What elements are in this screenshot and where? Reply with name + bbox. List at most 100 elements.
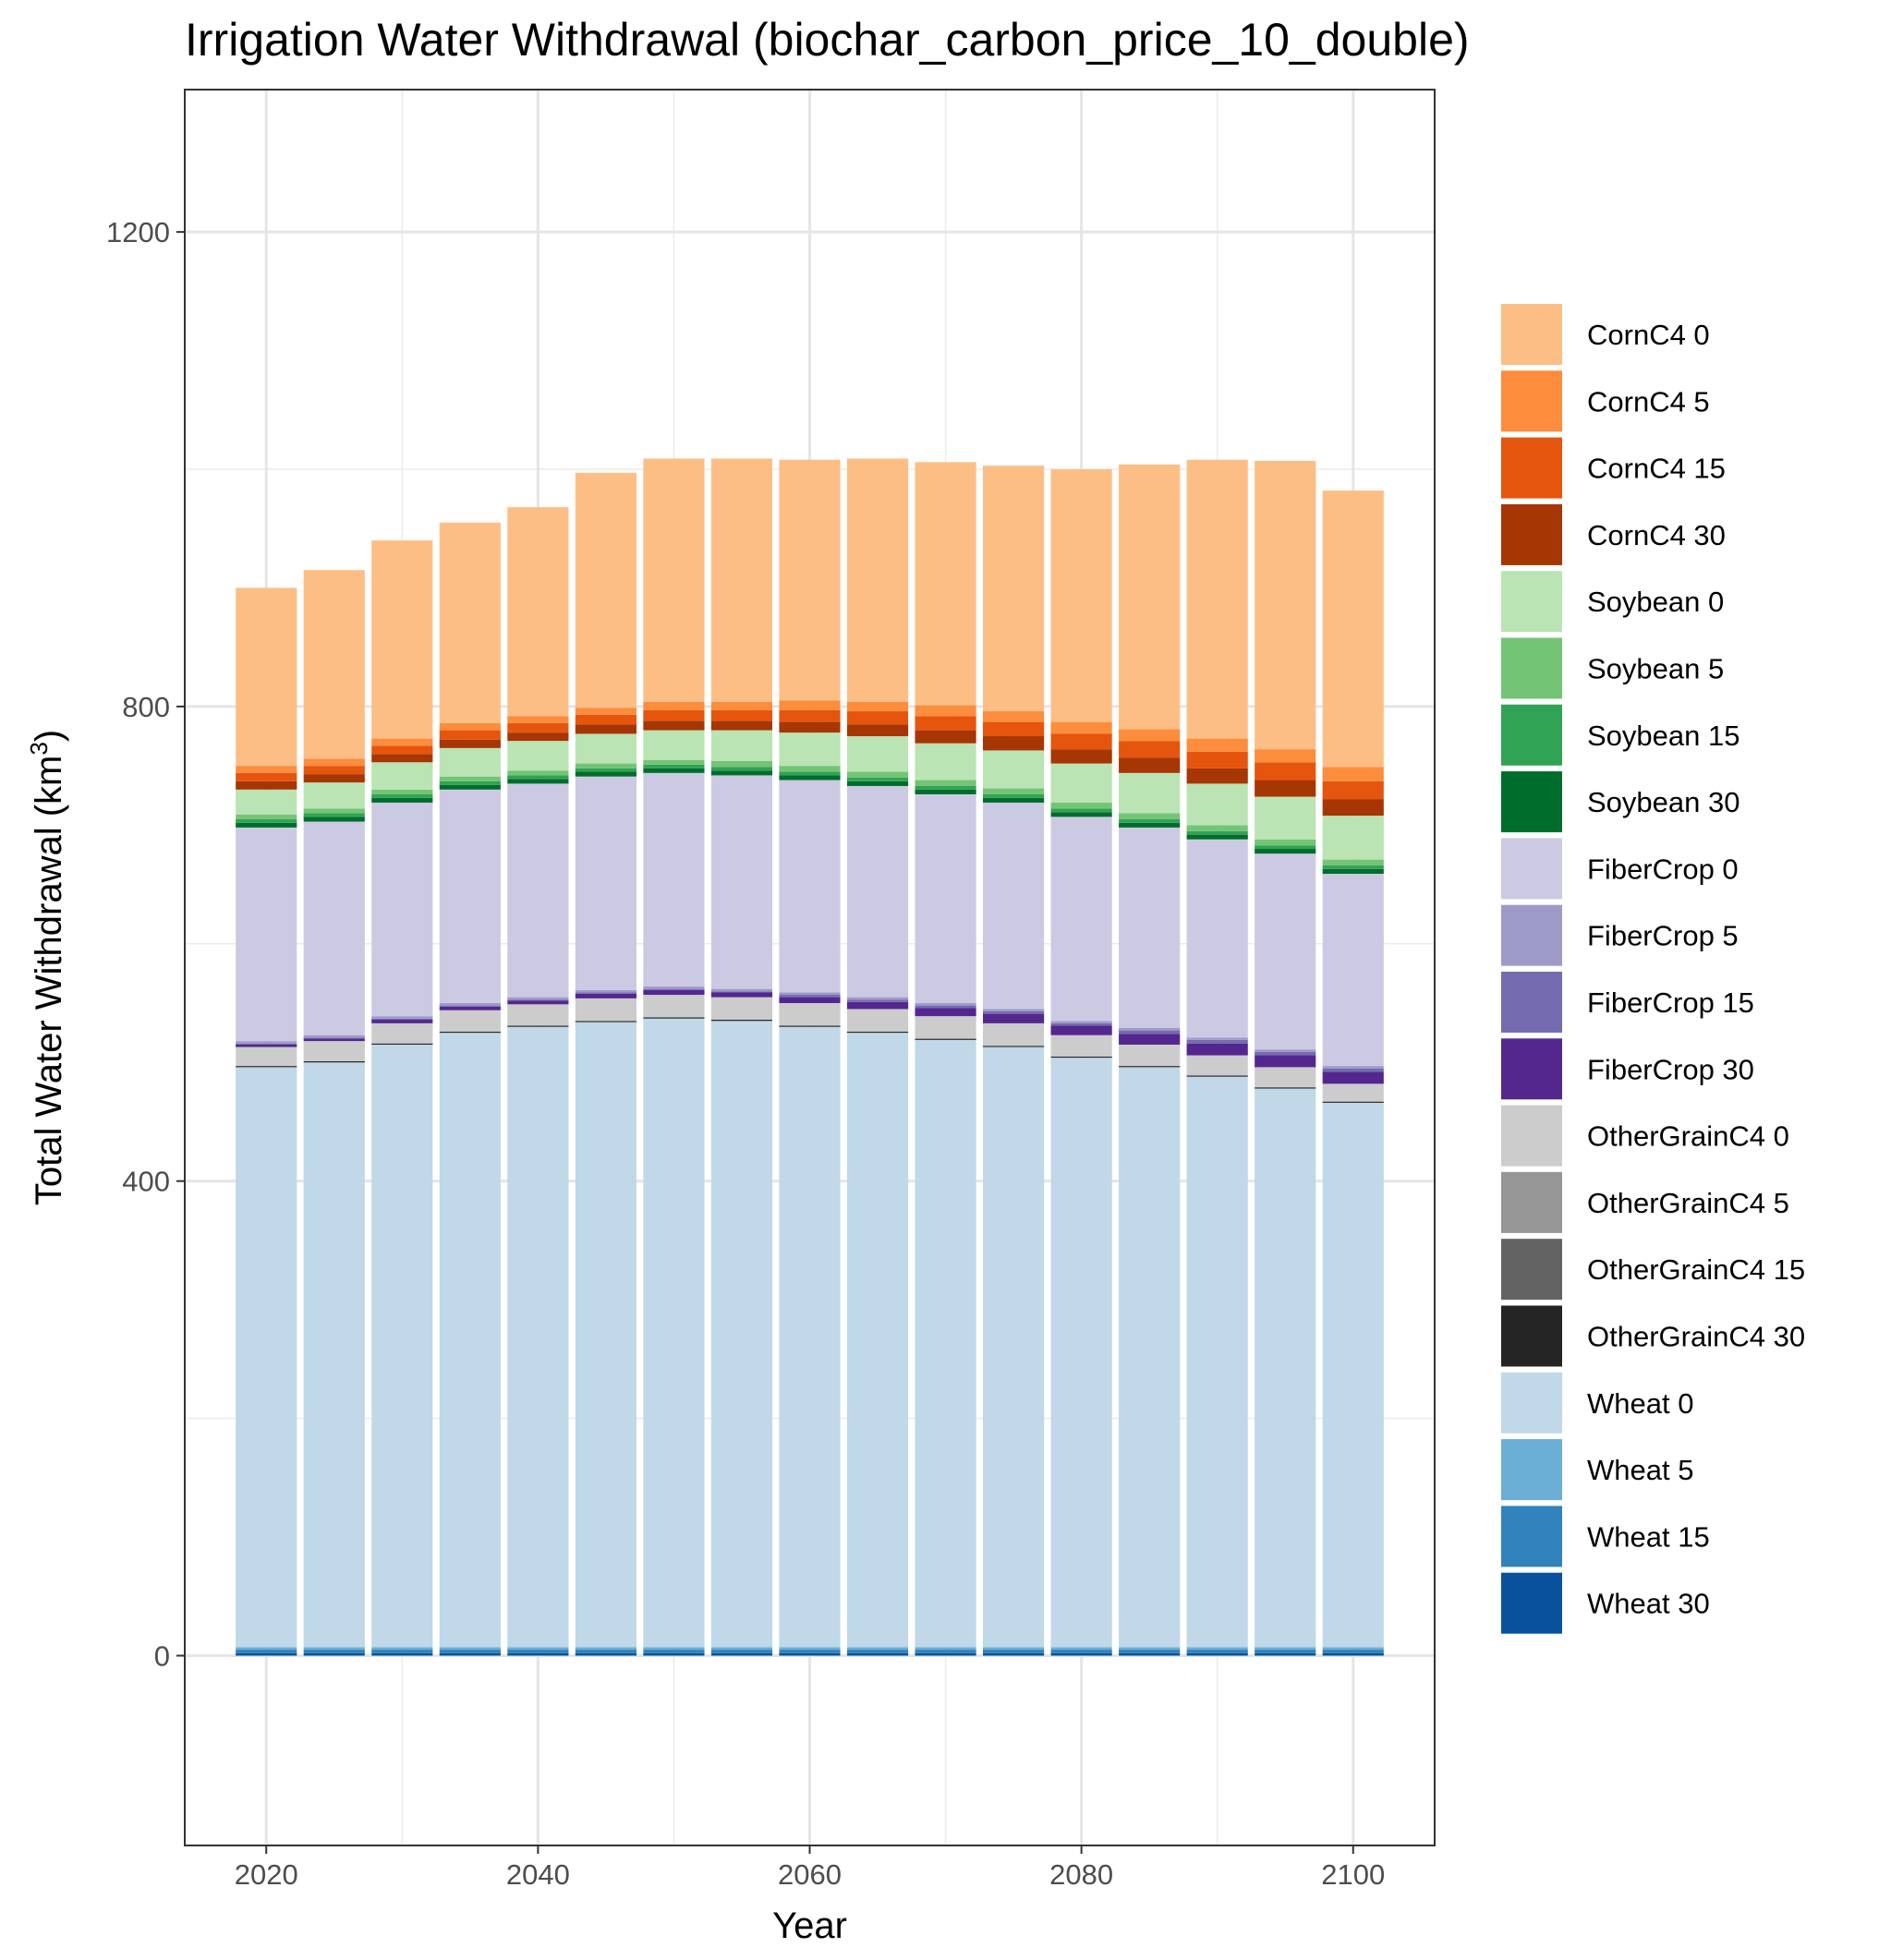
bar-segment bbox=[371, 1650, 433, 1653]
bar-segment bbox=[1255, 1067, 1316, 1088]
bar-segment bbox=[1322, 1650, 1384, 1653]
legend-label: FiberCrop 0 bbox=[1587, 853, 1739, 885]
bar-segment bbox=[983, 797, 1045, 803]
bar-segment bbox=[1255, 845, 1316, 850]
bar-segment bbox=[983, 711, 1045, 722]
bar-segment bbox=[983, 1046, 1045, 1047]
bar-segment bbox=[983, 736, 1045, 751]
bar-segment bbox=[507, 783, 569, 998]
bar-segment bbox=[439, 1005, 501, 1007]
bar-segment bbox=[710, 730, 773, 762]
bar-segment bbox=[1186, 834, 1248, 840]
bar-segment bbox=[303, 766, 365, 775]
bar-segment bbox=[371, 540, 433, 739]
bar-segment bbox=[303, 1034, 365, 1038]
bar-segment bbox=[575, 724, 636, 734]
bar-segment bbox=[507, 716, 569, 723]
bar-segment bbox=[1255, 461, 1316, 750]
legend-key bbox=[1501, 503, 1562, 565]
legend-label: OtherGrainC4 0 bbox=[1587, 1120, 1789, 1153]
bar-segment bbox=[779, 1650, 841, 1653]
bar-segment bbox=[575, 993, 636, 998]
bar-segment bbox=[507, 1000, 569, 1005]
bar-segment bbox=[236, 1650, 297, 1653]
bar-segment bbox=[303, 774, 365, 783]
bar-segment bbox=[507, 1650, 569, 1653]
bar-segment bbox=[1050, 1056, 1112, 1059]
bar-segment bbox=[710, 991, 773, 993]
bar-segment bbox=[983, 750, 1045, 789]
bar-segment bbox=[371, 1652, 433, 1656]
bar-segment bbox=[710, 709, 773, 721]
legend-label: FiberCrop 15 bbox=[1587, 986, 1754, 1019]
bar-segment bbox=[1255, 839, 1316, 846]
bar-segment bbox=[1186, 1039, 1248, 1044]
bar-segment bbox=[236, 780, 297, 790]
bar-segment bbox=[779, 992, 841, 996]
bar-segment bbox=[779, 721, 841, 733]
bar-segment bbox=[643, 995, 705, 1018]
bar-segment bbox=[575, 992, 636, 994]
bar-segment bbox=[371, 745, 433, 755]
y-tick-label: 1200 bbox=[106, 216, 170, 248]
bar-segment bbox=[779, 780, 841, 993]
bar-segment bbox=[507, 1004, 569, 1026]
bar-segment bbox=[303, 817, 365, 822]
legend-key bbox=[1501, 1239, 1562, 1301]
bar-segment bbox=[779, 709, 841, 722]
bar-segment bbox=[439, 776, 501, 781]
bar-segment bbox=[779, 771, 841, 776]
bar-segment bbox=[371, 1022, 433, 1044]
bar-segment bbox=[1322, 859, 1384, 866]
bar-segment bbox=[915, 1008, 976, 1017]
bar-segment bbox=[575, 768, 636, 772]
bar-segment bbox=[710, 775, 773, 989]
bar-segment bbox=[1255, 762, 1316, 780]
bar-segment bbox=[303, 1037, 365, 1039]
bar-segment bbox=[1186, 1075, 1248, 1077]
bar-segment bbox=[575, 1021, 636, 1022]
bar-segment bbox=[1050, 1021, 1112, 1023]
bar-segment bbox=[643, 772, 705, 987]
bar-segment bbox=[1255, 1652, 1316, 1656]
bar-segment bbox=[1119, 827, 1181, 1029]
legend-key bbox=[1501, 437, 1562, 499]
bar-segment bbox=[643, 730, 705, 760]
bar-segment bbox=[303, 1062, 365, 1648]
bar-segment bbox=[1255, 749, 1316, 763]
bar-segment bbox=[643, 701, 705, 710]
bar-segment bbox=[643, 989, 705, 996]
bar-segment bbox=[303, 813, 365, 817]
legend-label: Soybean 0 bbox=[1587, 586, 1724, 618]
legend-key bbox=[1501, 304, 1562, 365]
bar-segment bbox=[779, 1003, 841, 1026]
bar-segment bbox=[507, 999, 569, 1001]
y-axis-title: Total Water Withdrawal (km3) bbox=[25, 730, 69, 1205]
bar-segment bbox=[1119, 822, 1181, 828]
bar-segment bbox=[439, 1003, 501, 1006]
bar-segment bbox=[915, 1650, 976, 1653]
bar-segment bbox=[1119, 1652, 1181, 1656]
bar-segment bbox=[575, 1022, 636, 1648]
bar-segment bbox=[236, 1067, 297, 1648]
bar-segment bbox=[507, 775, 569, 780]
bar-segment bbox=[575, 1647, 636, 1651]
bar-segment bbox=[846, 1647, 909, 1651]
bar-segment bbox=[1255, 1650, 1316, 1653]
bar-segment bbox=[983, 1009, 1045, 1012]
bar-segment bbox=[1255, 796, 1316, 840]
bar-segment bbox=[439, 722, 501, 731]
bar-segment bbox=[507, 1025, 569, 1027]
legend-key bbox=[1501, 637, 1562, 699]
bar-segment bbox=[1050, 763, 1112, 803]
bar-segment bbox=[1119, 464, 1181, 730]
bar-segment bbox=[915, 1003, 976, 1006]
bar-segment bbox=[846, 1009, 909, 1032]
bar-segment bbox=[846, 999, 909, 1002]
bar-segment bbox=[575, 1650, 636, 1653]
bar-segment bbox=[643, 764, 705, 768]
bar-segment bbox=[507, 779, 569, 784]
bar-segment bbox=[915, 1652, 976, 1656]
y-axis-title-text: Total Water Withdrawal (km bbox=[29, 756, 69, 1206]
bar-segment bbox=[710, 770, 773, 776]
